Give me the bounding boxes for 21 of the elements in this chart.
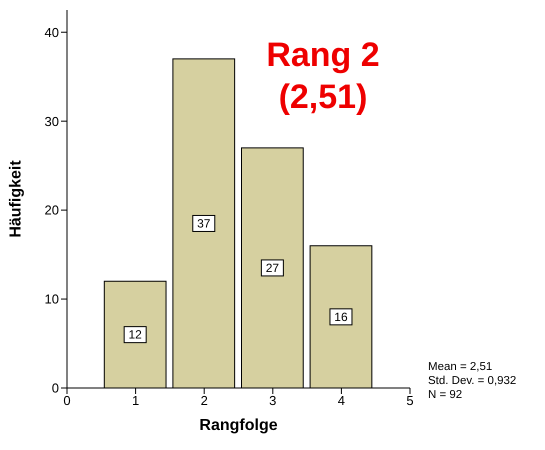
x-axis-title: Rangfolge bbox=[199, 417, 278, 434]
data-label: 27 bbox=[266, 260, 280, 275]
text: Std. Dev. = 0,932 bbox=[428, 374, 516, 388]
x-tick-label: 3 bbox=[269, 393, 276, 408]
x-tick-label: 4 bbox=[338, 393, 346, 408]
x-tick-label: 0 bbox=[63, 393, 71, 408]
data-label: 37 bbox=[197, 216, 211, 230]
x-tick-label: 5 bbox=[406, 393, 414, 408]
text: N = 92 bbox=[428, 388, 464, 402]
y-tick-label: 0 bbox=[52, 380, 59, 396]
y-tick-label: 30 bbox=[44, 114, 59, 129]
y-tick-label: 10 bbox=[44, 292, 59, 307]
x-tick-label: 1 bbox=[132, 393, 140, 408]
y-tick-label: 20 bbox=[44, 202, 59, 218]
data-label: 16 bbox=[334, 310, 348, 324]
y-tick-label: 40 bbox=[44, 24, 59, 40]
annotation: Rang 2 (2,51) bbox=[265, 35, 381, 118]
y-axis-title: Häufigkeit bbox=[8, 160, 25, 238]
data-label: 12 bbox=[128, 328, 142, 342]
x-tick-label: 2 bbox=[200, 393, 208, 408]
text: Mean = 2,51 bbox=[428, 360, 494, 374]
